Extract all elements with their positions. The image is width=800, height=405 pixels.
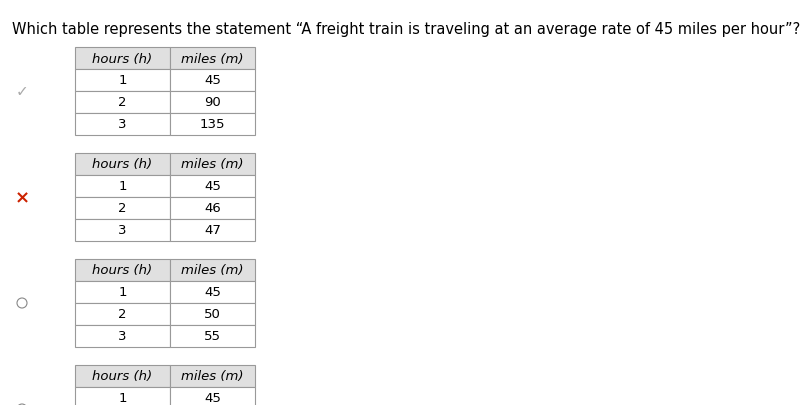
Bar [75, 220, 170, 241]
Text: 90: 90 [204, 96, 221, 109]
Text: 45: 45 [204, 286, 221, 299]
Bar [75, 70, 170, 92]
Text: hours (h): hours (h) [93, 370, 153, 383]
Text: 47: 47 [204, 224, 221, 237]
Text: miles (m): miles (m) [182, 370, 244, 383]
Bar [75, 325, 170, 347]
Bar [75, 303, 170, 325]
Text: 1: 1 [118, 286, 126, 299]
Text: 45: 45 [204, 392, 221, 405]
Bar [75, 114, 170, 136]
Text: hours (h): hours (h) [93, 264, 153, 277]
Text: ×: × [14, 189, 30, 207]
Bar [75, 92, 170, 114]
Bar [170, 325, 255, 347]
Text: 55: 55 [204, 330, 221, 343]
Bar [75, 365, 170, 387]
Bar [170, 303, 255, 325]
Bar [75, 387, 170, 405]
Text: 46: 46 [204, 202, 221, 215]
Bar [75, 175, 170, 198]
Text: ✓: ✓ [16, 84, 28, 99]
Bar [75, 281, 170, 303]
Bar [170, 259, 255, 281]
Bar [170, 175, 255, 198]
Bar [75, 198, 170, 220]
Text: miles (m): miles (m) [182, 52, 244, 65]
Text: hours (h): hours (h) [93, 52, 153, 65]
Bar [170, 48, 255, 70]
Text: 1: 1 [118, 74, 126, 87]
Text: 135: 135 [200, 118, 226, 131]
Bar [170, 153, 255, 175]
Bar [170, 198, 255, 220]
Text: 3: 3 [118, 118, 126, 131]
Text: 45: 45 [204, 74, 221, 87]
Text: miles (m): miles (m) [182, 158, 244, 171]
Text: 3: 3 [118, 224, 126, 237]
Text: 50: 50 [204, 308, 221, 321]
Text: 2: 2 [118, 96, 126, 109]
Bar [75, 153, 170, 175]
Text: 45: 45 [204, 180, 221, 193]
Text: 1: 1 [118, 392, 126, 405]
Bar [75, 259, 170, 281]
Text: miles (m): miles (m) [182, 264, 244, 277]
Bar [75, 48, 170, 70]
Text: 1: 1 [118, 180, 126, 193]
Text: 2: 2 [118, 202, 126, 215]
Bar [170, 92, 255, 114]
Bar [170, 220, 255, 241]
Text: hours (h): hours (h) [93, 158, 153, 171]
Bar [170, 387, 255, 405]
Bar [170, 281, 255, 303]
Bar [170, 114, 255, 136]
Text: Which table represents the statement “A freight train is traveling at an average: Which table represents the statement “A … [12, 22, 800, 37]
Bar [170, 365, 255, 387]
Bar [170, 70, 255, 92]
Text: 3: 3 [118, 330, 126, 343]
Text: 2: 2 [118, 308, 126, 321]
